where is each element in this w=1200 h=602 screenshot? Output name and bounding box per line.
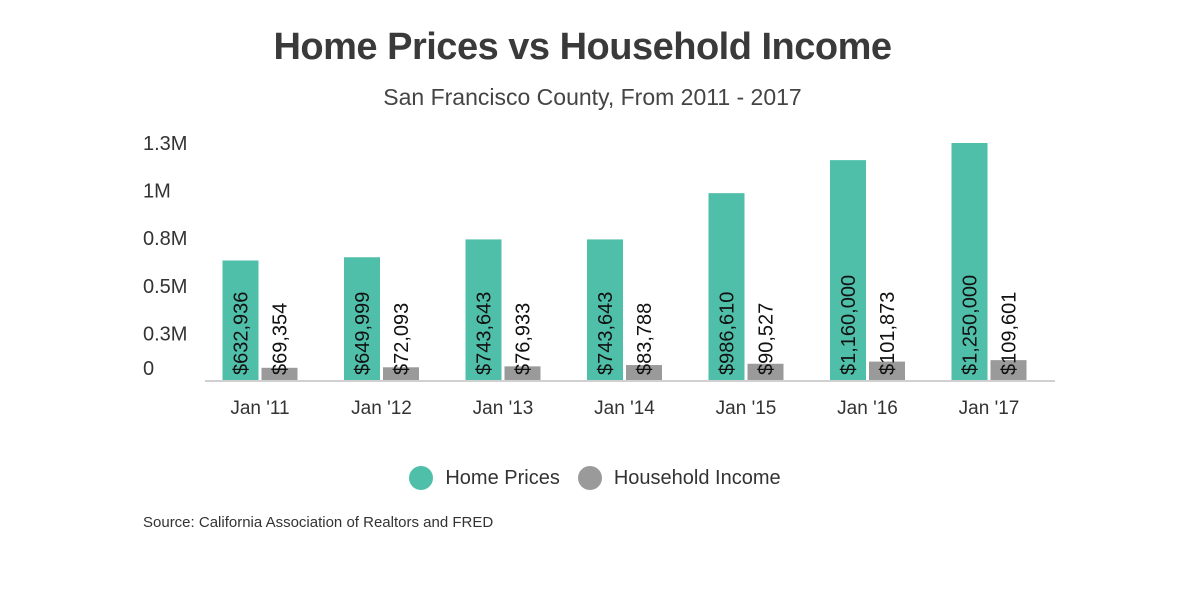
y-tick-label: 0.5M — [143, 276, 187, 298]
legend-label-home-prices: Home Prices — [445, 466, 560, 489]
y-axis: 0 0.3M 0.5M 0.8M 1M 1.3M — [143, 133, 187, 380]
data-label-home-prices: $986,610 — [717, 292, 739, 375]
y-tick-label: 1.3M — [143, 133, 187, 155]
x-tick-label: Jan '15 — [716, 398, 777, 419]
data-label-household-income: $72,093 — [391, 303, 413, 375]
data-label-household-income: $109,601 — [999, 292, 1021, 375]
source-note: Source: California Association of Realto… — [143, 514, 494, 531]
x-tick-label: Jan '12 — [351, 398, 412, 419]
bar-household-income — [383, 367, 419, 381]
y-tick-label: 0.3M — [143, 323, 187, 345]
data-label-household-income: $90,527 — [756, 303, 778, 375]
bar-household-income — [869, 361, 905, 381]
y-tick-label: 0 — [143, 358, 154, 380]
x-tick-label: Jan '11 — [230, 398, 289, 419]
legend: Home Prices Household Income — [0, 466, 1190, 490]
data-label-home-prices: $649,999 — [352, 292, 374, 375]
bar-home-prices — [587, 239, 623, 381]
data-label-household-income: $76,933 — [513, 303, 535, 375]
data-label-home-prices: $1,160,000 — [838, 275, 860, 375]
data-label-home-prices: $743,643 — [595, 292, 617, 375]
data-label-home-prices: $632,936 — [231, 292, 253, 375]
bar-home-prices — [830, 160, 866, 381]
y-tick-label: 0.8M — [143, 228, 187, 250]
bar-home-prices — [344, 257, 380, 381]
chart-title: Home Prices vs Household Income — [273, 26, 892, 68]
data-label-household-income: $83,788 — [634, 303, 656, 375]
bar-household-income — [504, 366, 541, 381]
bar-home-prices — [951, 143, 988, 381]
x-tick-label: Jan '17 — [959, 398, 1020, 419]
bar-home-prices — [222, 260, 259, 381]
legend-swatch-household-income — [577, 466, 602, 490]
legend-item-home-prices: Home Prices — [409, 466, 560, 490]
x-tick-label: Jan '13 — [473, 398, 534, 419]
bar-household-income — [626, 365, 662, 381]
y-tick-label: 1M — [143, 181, 171, 203]
bars-group: $632,936 $69,354 $649,999 $72,093 $743,643 $7… — [222, 143, 1027, 381]
bar-household-income — [747, 363, 784, 381]
bar-household-income — [990, 360, 1027, 381]
data-label-home-prices: $1,250,000 — [960, 275, 982, 375]
x-tick-label: Jan '14 — [594, 398, 655, 419]
data-label-home-prices: $743,643 — [474, 292, 496, 375]
x-tick-label: Jan '16 — [837, 398, 898, 419]
chart-subtitle: San Francisco County, From 2011 - 2017 — [383, 84, 802, 110]
bar-home-prices — [708, 193, 745, 381]
data-label-household-income: $101,873 — [877, 292, 899, 375]
bar-home-prices — [465, 239, 502, 381]
x-axis: Jan '11 Jan '12 Jan '13 Jan '14 Jan '15 Jan '… — [230, 398, 1019, 419]
bar-household-income — [261, 367, 298, 381]
legend-swatch-home-prices — [409, 466, 434, 490]
data-label-household-income: $69,354 — [270, 303, 292, 375]
legend-item-household-income: Household Income — [577, 466, 781, 490]
legend-label-household-income: Household Income — [613, 466, 781, 489]
